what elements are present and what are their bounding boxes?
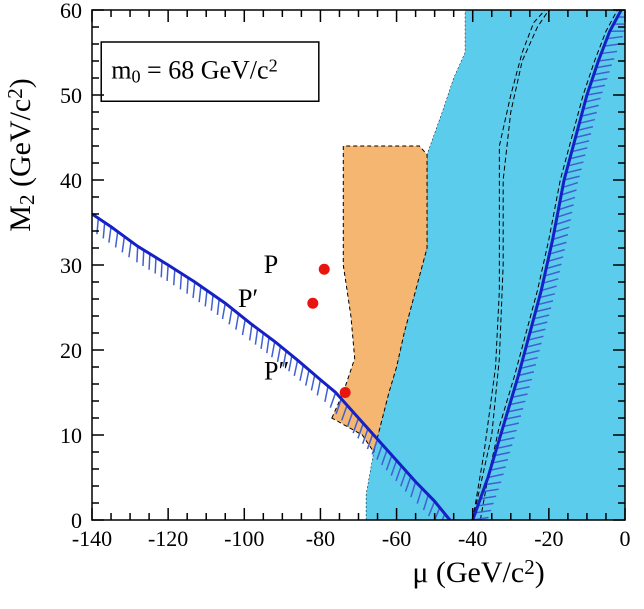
xtick--40: -40 <box>458 526 487 551</box>
ytick-20: 20 <box>60 338 82 363</box>
xtick--60: -60 <box>382 526 411 551</box>
xtick--120: -120 <box>148 526 188 551</box>
ytick-40: 40 <box>60 168 82 193</box>
y-axis-label: M2 (GeV/c2) <box>3 78 40 231</box>
ytick-60: 60 <box>60 0 82 23</box>
point-P′ <box>307 298 318 309</box>
xtick--80: -80 <box>306 526 335 551</box>
exclusion-chart: PP′P″m0 = 68 GeV/c2-140-120-100-80-60-40… <box>0 0 644 609</box>
chart-svg: PP′P″m0 = 68 GeV/c2-140-120-100-80-60-40… <box>0 0 644 609</box>
ytick-10: 10 <box>60 423 82 448</box>
xtick--20: -20 <box>534 526 563 551</box>
point-P <box>319 264 330 275</box>
point-label-P: P <box>264 250 278 279</box>
ytick-30: 30 <box>60 253 82 278</box>
xtick--100: -100 <box>224 526 264 551</box>
point-P″ <box>340 387 351 398</box>
point-label-P″: P″ <box>264 356 289 385</box>
x-axis-label: μ (GeV/c2) <box>412 555 544 589</box>
point-label-P′: P′ <box>238 284 258 313</box>
info-text: m0 = 68 GeV/c2 <box>111 55 277 86</box>
ytick-50: 50 <box>60 83 82 108</box>
ytick-0: 0 <box>71 508 82 533</box>
xtick-0: 0 <box>620 526 631 551</box>
